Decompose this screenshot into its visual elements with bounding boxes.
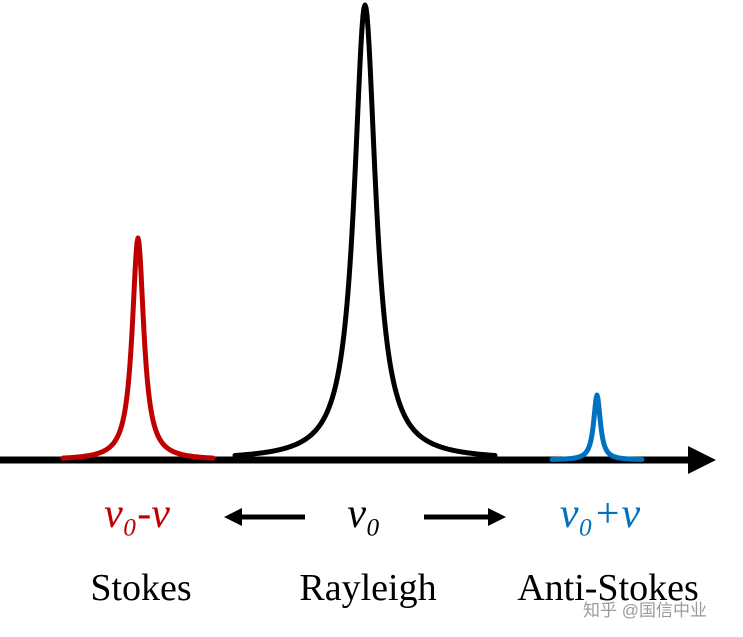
antistokes-frequency-label: ν₀+ν — [559, 491, 641, 537]
stokes-frequency-label: ν₀-ν — [104, 491, 170, 537]
antistokes-label: Anti-Stokes — [517, 567, 699, 609]
rayleigh-label: Rayleigh — [299, 567, 437, 609]
rayleigh-frequency-label: ν₀ — [347, 491, 381, 537]
anti-stokes-peak — [549, 392, 645, 462]
stokes-peak — [60, 235, 216, 461]
stokes-label: Stokes — [90, 567, 192, 609]
left-arrow-icon — [224, 508, 242, 526]
watermark: 知乎 @国信中业 — [583, 601, 707, 620]
rayleigh-peak — [232, 2, 498, 458]
x-axis-arrowhead-icon — [688, 446, 716, 474]
right-arrow-icon — [488, 508, 506, 526]
